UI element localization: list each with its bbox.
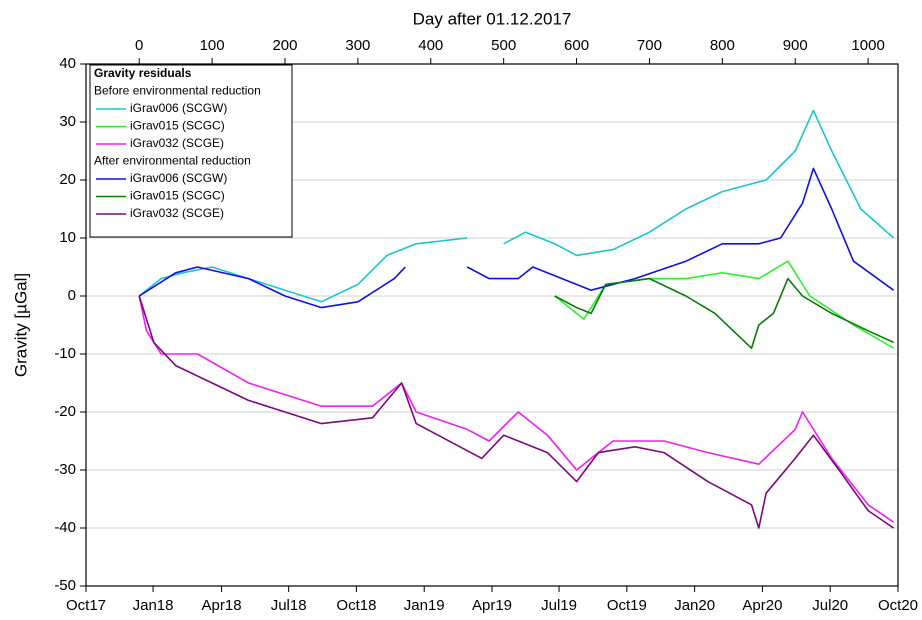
series-line [554,260,895,349]
x-top-tick-label: 500 [491,37,516,54]
series-line [138,109,895,303]
plot-frame [85,63,899,587]
x-axis-title: Day after 01.12.2017 [413,9,572,28]
y-tick-label: -30 [54,461,76,478]
legend-group: After environmental reduction [94,154,251,168]
y-tick-label: 30 [59,113,76,130]
legend-title: Gravity residuals [94,66,192,80]
x-tick-label: Jan20 [674,597,715,614]
legend-box [89,64,293,238]
x-top-tick-label: 1000 [851,37,884,54]
x-tick-label: Jan19 [404,597,445,614]
x-top-tick-label: 900 [783,37,808,54]
series-line [138,295,895,529]
legend-group: Before environmental reduction [94,84,261,98]
y-axis-title: Gravity [µGal] [11,273,30,377]
x-tick-label: Oct17 [66,597,106,614]
x-top-tick-label: 300 [345,37,370,54]
x-tick-label: Apr18 [202,597,242,614]
x-top-tick-label: 800 [710,37,735,54]
y-tick-label: 20 [59,171,76,188]
legend-label: iGrav015 (SCGC) [130,189,225,203]
series-line [138,167,895,309]
legend-label: iGrav032 (SCGE) [130,206,224,220]
legend-label: iGrav006 (SCGW) [130,171,227,185]
x-tick-label: Jul19 [541,597,577,614]
x-tick-label: Jul18 [271,597,307,614]
y-tick-label: 10 [59,229,76,246]
y-tick-label: 0 [68,287,76,304]
x-tick-label: Apr19 [472,597,512,614]
y-tick-label: -50 [54,577,76,594]
x-top-tick-label: 600 [564,37,589,54]
y-tick-label: -20 [54,403,76,420]
x-tick-label: Apr20 [742,597,782,614]
legend: Gravity residuals Before environmental re… [89,64,293,238]
y-tick-label: -10 [54,345,76,362]
x-top-tick-label: 700 [637,37,662,54]
x-tick-label: Oct19 [607,597,647,614]
legend-label: iGrav015 (SCGC) [130,119,225,133]
x-tick-label: Jul20 [812,597,848,614]
y-tick-label: 40 [59,55,76,72]
x-top-tick-label: 0 [135,37,143,54]
x-tick-label: Jan18 [133,597,174,614]
x-tick-label: Oct20 [878,597,918,614]
x-tick-label: Oct18 [336,597,376,614]
x-top-tick-label: 400 [418,37,443,54]
y-tick-label: -40 [54,519,76,536]
series-line [138,295,895,523]
series-line [554,277,894,349]
legend-label: iGrav006 (SCGW) [130,101,227,115]
x-top-tick-label: 200 [272,37,297,54]
x-top-tick-label: 100 [200,37,225,54]
legend-label: iGrav032 (SCGE) [130,136,224,150]
